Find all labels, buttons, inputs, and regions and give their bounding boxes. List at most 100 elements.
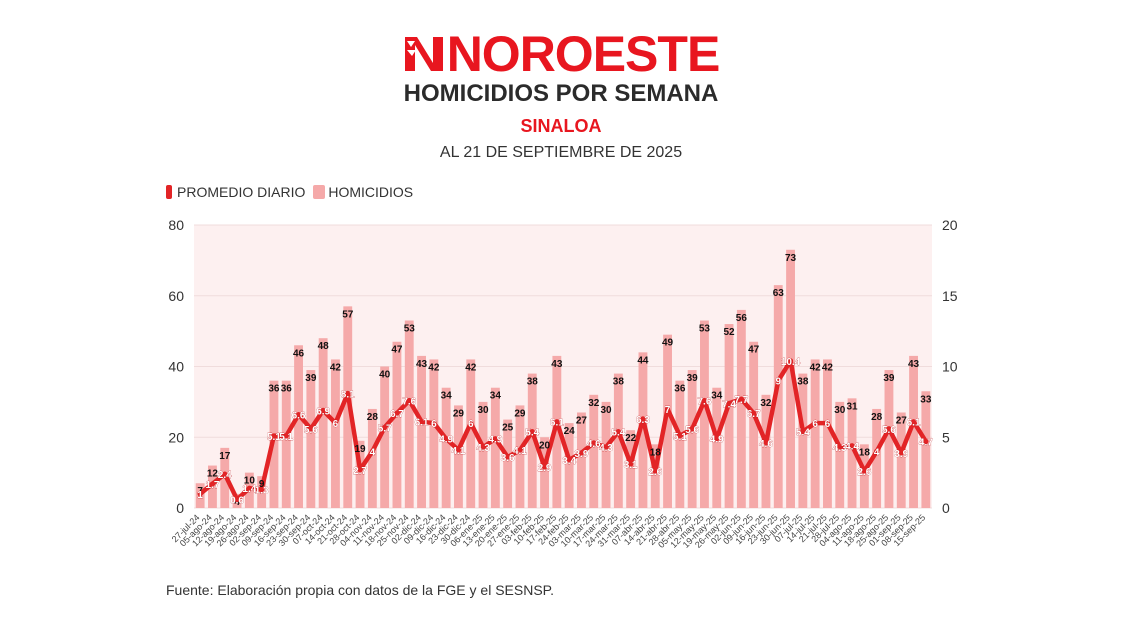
bar-data-label: 18 [859, 447, 871, 458]
bar [294, 345, 303, 508]
line-point [505, 454, 511, 460]
bar-data-label: 25 [502, 423, 514, 434]
line-point [382, 424, 388, 430]
bar-data-label: 38 [613, 377, 625, 388]
bar-data-label: 39 [883, 373, 895, 384]
bar-data-label: 32 [760, 398, 772, 409]
line-data-label: 4.9 [710, 435, 724, 446]
bar [859, 444, 869, 508]
line-point [677, 433, 683, 439]
line-point [222, 471, 228, 477]
bar-data-label: 10 [244, 476, 256, 487]
bar [724, 324, 734, 508]
bar [515, 405, 525, 508]
line-data-label: 5.4 [611, 428, 625, 439]
bar [454, 405, 463, 508]
line-point [443, 436, 449, 442]
line-point [628, 461, 634, 467]
bar-data-label: 36 [281, 384, 293, 395]
line-point [800, 428, 806, 435]
bar [527, 373, 537, 508]
bar-data-label: 28 [367, 412, 379, 423]
line-point [714, 436, 720, 442]
line-data-label: 6.7 [747, 409, 761, 420]
line-data-label: 1.3 [255, 486, 269, 497]
bar-data-label: 39 [305, 373, 317, 384]
bar [404, 320, 414, 508]
bar [786, 249, 795, 508]
bar-data-label: 42 [428, 362, 440, 373]
line-data-label: 6.1 [415, 418, 429, 429]
bar-data-label: 30 [834, 405, 846, 416]
line-data-label: 3.9 [894, 449, 908, 460]
line-data-label: 6.1 [907, 418, 921, 429]
legend-bar-swatch [313, 185, 326, 199]
line-point [664, 406, 671, 412]
bar-data-label: 57 [342, 309, 354, 320]
bar [921, 391, 931, 508]
bar-data-label: 47 [748, 345, 760, 356]
line-data-label: 6.9 [316, 406, 330, 417]
line-data-label: 4.9 [439, 435, 453, 446]
bar-data-label: 4 [234, 497, 240, 508]
line-data-label: 7.6 [697, 396, 711, 407]
line-data-label: 5.1 [673, 432, 687, 443]
line-data-label: 6 [468, 419, 474, 430]
bar [589, 394, 599, 508]
bar-data-label: 42 [810, 362, 822, 373]
line-point [738, 396, 744, 402]
line-data-label: 6.6 [292, 411, 306, 422]
line-point [259, 487, 265, 493]
line-point [357, 467, 363, 473]
bar [392, 341, 402, 508]
line-point [283, 433, 289, 439]
line-point [209, 481, 216, 487]
bar [675, 380, 685, 508]
line-point [431, 420, 437, 426]
bar-data-label: 38 [797, 377, 809, 388]
bar-data-label: 29 [453, 408, 465, 419]
line-data-label: 6.3 [636, 415, 650, 426]
line-point [554, 419, 560, 425]
bar-data-label: 43 [416, 359, 428, 370]
line-data-label: 7 [665, 405, 671, 416]
line-point [849, 443, 855, 449]
line-point [345, 390, 351, 396]
legend-bar-label: HOMICIDIOS [328, 184, 414, 200]
chart-date: AL 21 DE SEPTIEMBRE DE 2025 [439, 144, 683, 161]
line-point [369, 448, 375, 454]
bar [490, 387, 500, 508]
bar-data-label: 28 [871, 412, 883, 423]
line-data-label: 4.3 [599, 443, 613, 454]
line-data-label: 2.6 [648, 467, 662, 478]
line-data-label: 6 [812, 419, 818, 430]
bar-data-label: 53 [699, 324, 711, 335]
chart-region: SINALOA [520, 116, 602, 136]
line-point [874, 448, 880, 454]
bar-data-label: 39 [687, 373, 699, 384]
line-point [591, 440, 597, 446]
y-right-tick-label: 20 [942, 217, 958, 233]
line-point [295, 412, 302, 418]
bar [626, 430, 636, 508]
bar [810, 359, 820, 508]
bar [823, 359, 832, 508]
line-point [406, 397, 412, 404]
line-point [652, 468, 658, 474]
line-data-label: 5.1 [279, 432, 293, 443]
line-point [751, 410, 757, 416]
bar-data-label: 42 [330, 362, 342, 373]
bar-data-label: 32 [588, 398, 600, 409]
bar [367, 408, 377, 508]
line-point [640, 416, 646, 422]
line-point [787, 358, 794, 364]
bar-data-label: 30 [477, 405, 489, 416]
bar-data-label: 30 [600, 405, 612, 416]
bar-data-label: 24 [564, 426, 576, 437]
line-point [578, 450, 585, 456]
bar-data-label: 34 [490, 391, 502, 402]
line-data-label: 4.3 [833, 443, 847, 454]
line-point [615, 428, 621, 435]
line-data-label: 2.9 [538, 463, 552, 474]
bar [835, 401, 845, 508]
